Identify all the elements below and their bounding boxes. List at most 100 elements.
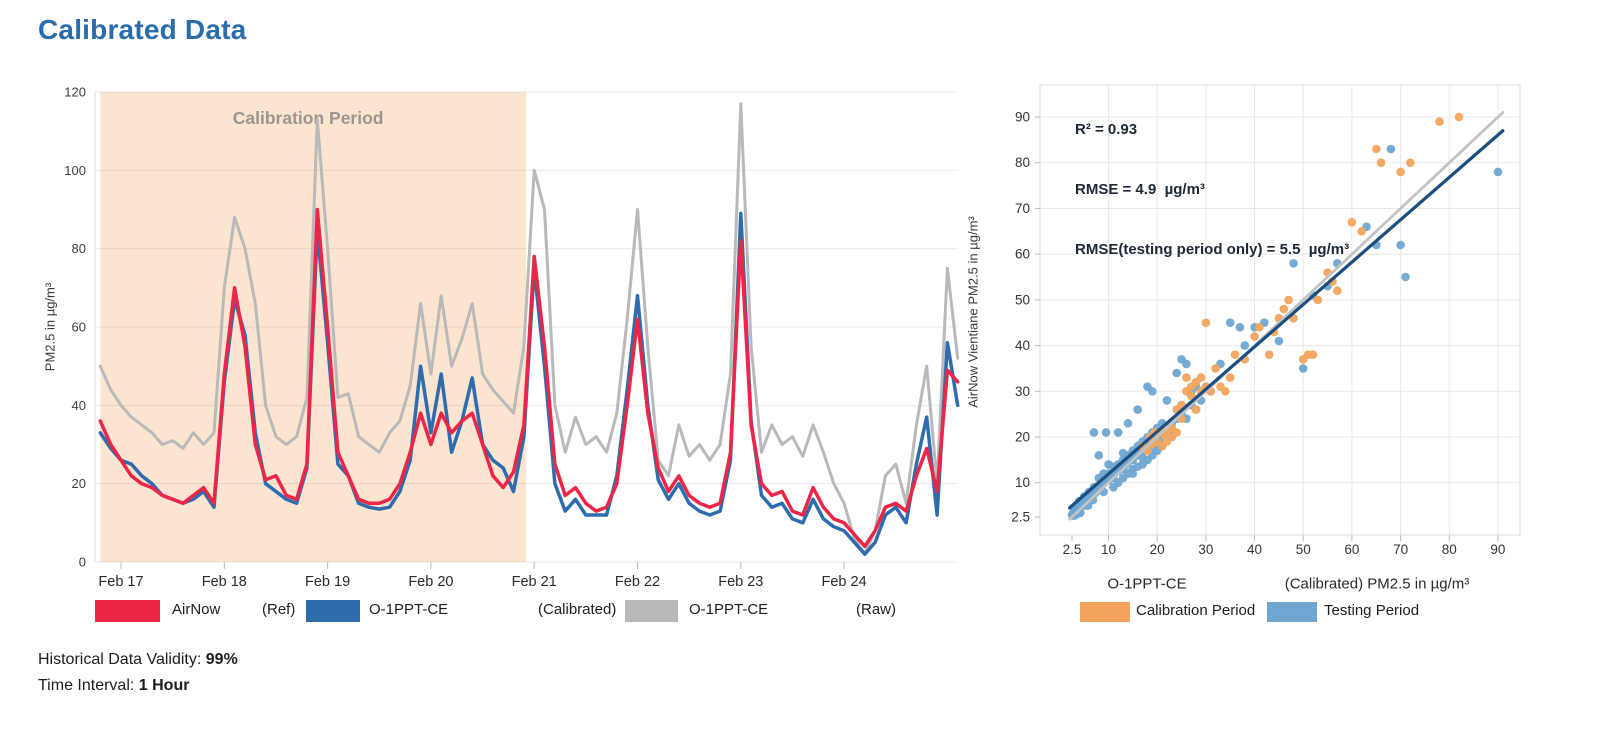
scatter-x-tick-label: 20 [1150, 542, 1165, 557]
scatter-y-tick-label: 2.5 [1011, 510, 1030, 525]
scatter-y-tick-label: 30 [1015, 384, 1030, 399]
x-tick-label: Feb 19 [305, 574, 350, 590]
rmse-stat: RMSE = 4.9 µg/m³ [1075, 181, 1205, 198]
scatter-y-tick-label: 90 [1015, 110, 1030, 125]
interval-value: 1 Hour [138, 677, 190, 694]
testing-point [1225, 318, 1235, 327]
airnow-line [98, 207, 960, 549]
testing-period-swatch [1267, 602, 1317, 622]
calibration-point [1376, 158, 1386, 167]
scatter-x-axis-title-right: (Calibrated) PM2.5 in µg/m³ [1284, 575, 1470, 593]
calibrated-legend-swatch [306, 600, 360, 622]
airnow-legend-swatch [95, 600, 160, 622]
scatter-x-tick-label: 60 [1344, 542, 1359, 557]
interval-label: Time Interval: [38, 677, 139, 694]
y-tick-label: 100 [64, 163, 86, 178]
calibration-period-swatch [1080, 602, 1130, 622]
raw-legend-qualifier: (Raw) [856, 601, 896, 618]
calibration-point [1435, 117, 1444, 126]
validity-value: 99% [205, 651, 238, 668]
calibration-point [1255, 323, 1264, 332]
r-squared-stat: R² = 0.93 [1075, 121, 1138, 138]
airnow-legend-qualifier: (Ref) [262, 601, 296, 618]
x-tick-label: Feb 22 [615, 574, 660, 590]
calibrated-legend-label: O-1PPT-CE [369, 601, 449, 618]
calibration-point [1221, 387, 1230, 396]
scatter-x-tick-label: 80 [1442, 542, 1457, 557]
testing-point [1396, 240, 1405, 250]
scatter-x-tick-label: 10 [1101, 542, 1116, 557]
testing-point [1123, 419, 1133, 428]
scatter-y-tick-label: 70 [1015, 201, 1030, 216]
scatter-x-tick-label: 70 [1393, 542, 1408, 557]
calibration-point [1211, 364, 1220, 373]
x-tick-label: Feb 23 [718, 574, 763, 590]
calibration-point [1333, 286, 1342, 295]
scatter-y-tick-label: 60 [1015, 247, 1030, 262]
calibration-point [1225, 373, 1235, 382]
testing-point [1148, 387, 1157, 396]
testing-point [1386, 144, 1396, 154]
calibration-point [1172, 428, 1181, 437]
y-tick-label: 120 [64, 85, 86, 100]
y-tick-label: 40 [72, 398, 86, 413]
x-tick-label: Feb 20 [408, 574, 453, 590]
historical-data-validity: Historical Data Validity: 99% [38, 651, 238, 669]
testing-point [1162, 396, 1172, 405]
calibration-period-label: Calibration Period [1136, 602, 1256, 619]
scatter-y-axis-title: AirNow Vientiane PM2.5 in µg/m³ [965, 216, 981, 408]
raw-legend-label: O-1PPT-CE [689, 601, 769, 618]
scatter-plot-border [1039, 84, 1521, 536]
testing-point [1172, 368, 1181, 378]
airnow-legend-label: AirNow [172, 601, 221, 618]
testing-point [1289, 259, 1298, 268]
raw-line [98, 102, 960, 556]
calibrated-legend-qualifier: (Calibrated) [538, 601, 617, 618]
x-tick-label: Feb 17 [98, 574, 143, 590]
page-title: Calibrated Data [38, 14, 247, 45]
testing-point [1182, 359, 1191, 369]
testing-point [1101, 428, 1111, 437]
y-tick-label: 80 [72, 241, 86, 256]
calibration-point [1201, 318, 1211, 327]
calibration-point [1454, 112, 1464, 122]
testing-point [1094, 451, 1104, 460]
scatter-x-tick-label: 90 [1490, 542, 1505, 557]
scatter-x-tick-label: 2.5 [1063, 542, 1082, 557]
scatter-x-tick-label: 50 [1296, 542, 1311, 557]
timeseries-y-axis-title: PM2.5 in µg/m³ [42, 282, 58, 372]
testing-point [1113, 428, 1123, 437]
testing-point [1133, 405, 1142, 414]
rmse-testing-stat: RMSE(testing period only) = 5.5 µg/m³ [1075, 241, 1350, 258]
scatter-y-tick-label: 80 [1015, 155, 1030, 170]
calibration-point [1308, 350, 1318, 360]
calibration-point [1357, 227, 1366, 236]
calibration-point [1406, 158, 1415, 167]
scatter-stats: R² = 0.93 RMSE = 4.9 µg/m³ RMSE(testing … [1075, 80, 1349, 280]
calibration-point [1196, 373, 1206, 382]
scatter-y-tick-label: 10 [1015, 475, 1030, 490]
y-tick-label: 60 [72, 320, 86, 335]
identity-line [1068, 111, 1505, 521]
x-tick-label: Feb 21 [512, 574, 557, 590]
y-tick-label: 0 [79, 555, 86, 570]
calibration-point [1396, 167, 1405, 177]
calibration-point [1264, 350, 1274, 360]
calibration-point [1279, 304, 1289, 314]
testing-point [1493, 167, 1503, 177]
regression-line [1067, 129, 1505, 510]
testing-point [1298, 364, 1308, 373]
testing-point [1240, 341, 1250, 350]
testing-point [1274, 336, 1284, 346]
scatter-y-tick-label: 20 [1015, 430, 1030, 445]
x-tick-label: Feb 24 [822, 574, 867, 590]
testing-point [1401, 272, 1410, 282]
scatter-chart: 2.5 2.5 10 10 20 20 30 30 40 40 50 50 60 60 70 70 80 80 90… [1011, 84, 1521, 557]
y-tick-label: 20 [72, 476, 86, 491]
calibration-point [1182, 373, 1191, 382]
calibration-point [1372, 144, 1381, 154]
scatter-x-tick-label: 30 [1198, 542, 1213, 557]
calibration-point [1347, 217, 1357, 227]
raw-legend-swatch [625, 600, 678, 622]
scatter-x-tick-label: 40 [1247, 542, 1262, 557]
